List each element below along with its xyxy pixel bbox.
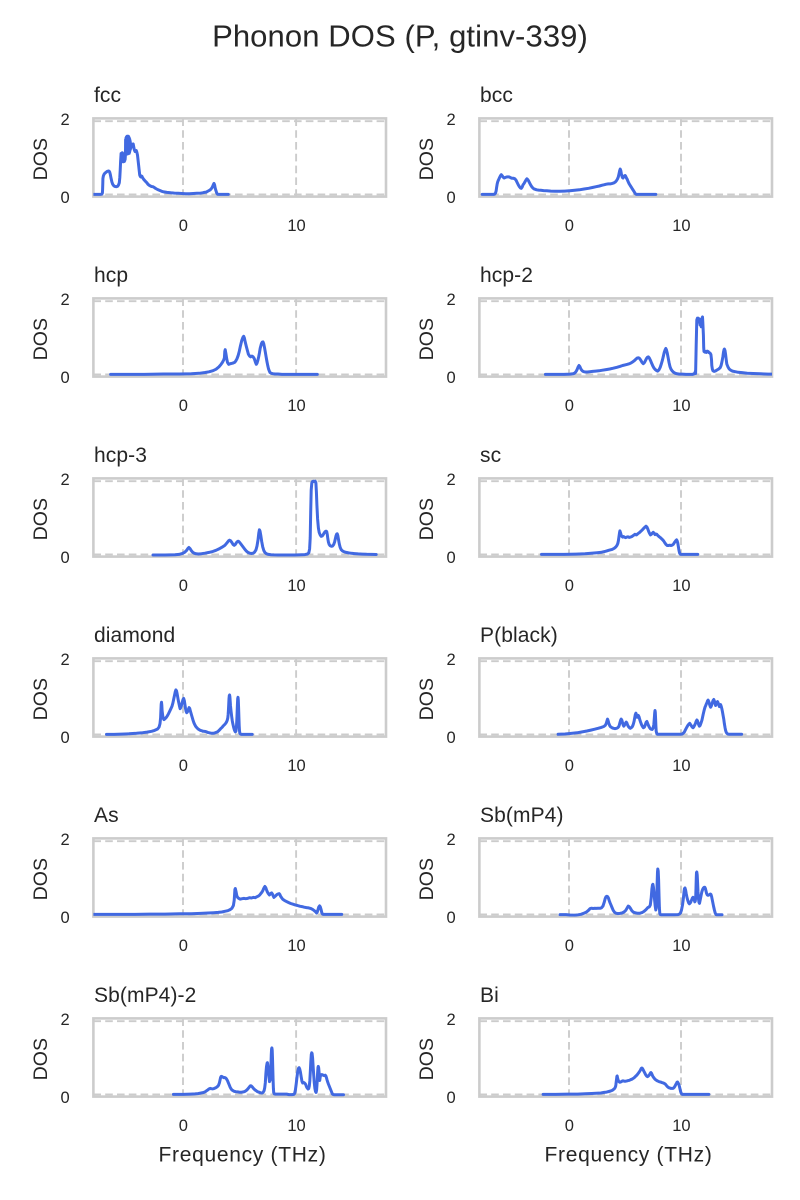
svg-text:0: 0 — [179, 577, 188, 595]
svg-text:10: 10 — [287, 1117, 305, 1135]
svg-text:Sb(mP4)-2: Sb(mP4)-2 — [94, 984, 196, 1007]
svg-text:0: 0 — [179, 757, 188, 775]
svg-text:2: 2 — [447, 471, 456, 489]
svg-text:10: 10 — [287, 577, 305, 595]
svg-text:DOS: DOS — [416, 1038, 438, 1080]
svg-text:0: 0 — [179, 937, 188, 955]
svg-text:0: 0 — [61, 909, 70, 927]
svg-text:DOS: DOS — [416, 318, 438, 360]
svg-text:0: 0 — [565, 937, 574, 955]
svg-text:DOS: DOS — [30, 318, 52, 360]
svg-text:Phonon DOS (P, gtinv-339): Phonon DOS (P, gtinv-339) — [212, 19, 588, 54]
svg-text:sc: sc — [480, 444, 501, 467]
svg-text:DOS: DOS — [416, 498, 438, 540]
svg-text:10: 10 — [287, 757, 305, 775]
svg-text:10: 10 — [672, 937, 690, 955]
svg-text:0: 0 — [61, 549, 70, 567]
svg-text:DOS: DOS — [30, 498, 52, 540]
svg-text:10: 10 — [672, 1117, 690, 1135]
svg-text:10: 10 — [672, 397, 690, 415]
svg-text:0: 0 — [447, 729, 456, 747]
svg-text:fcc: fcc — [94, 84, 121, 107]
svg-text:Frequency (THz): Frequency (THz) — [158, 1143, 326, 1166]
svg-text:0: 0 — [179, 397, 188, 415]
svg-text:0: 0 — [447, 369, 456, 387]
svg-text:DOS: DOS — [416, 678, 438, 720]
svg-text:0: 0 — [565, 577, 574, 595]
svg-text:0: 0 — [61, 729, 70, 747]
svg-text:0: 0 — [565, 1117, 574, 1135]
svg-text:0: 0 — [179, 1117, 188, 1135]
svg-text:10: 10 — [672, 577, 690, 595]
svg-text:DOS: DOS — [416, 138, 438, 180]
svg-text:0: 0 — [447, 1089, 456, 1107]
svg-text:0: 0 — [61, 189, 70, 207]
svg-text:10: 10 — [287, 937, 305, 955]
svg-text:DOS: DOS — [30, 138, 52, 180]
svg-text:2: 2 — [61, 111, 70, 129]
svg-text:0: 0 — [447, 549, 456, 567]
svg-text:DOS: DOS — [30, 678, 52, 720]
svg-text:bcc: bcc — [480, 84, 513, 107]
svg-text:10: 10 — [287, 217, 305, 235]
svg-text:0: 0 — [179, 217, 188, 235]
svg-text:hcp: hcp — [94, 264, 128, 287]
svg-text:0: 0 — [61, 369, 70, 387]
svg-text:hcp-2: hcp-2 — [480, 264, 533, 287]
svg-text:DOS: DOS — [30, 1038, 52, 1080]
svg-text:P(black): P(black) — [480, 624, 558, 647]
svg-text:Sb(mP4): Sb(mP4) — [480, 804, 564, 827]
svg-text:0: 0 — [565, 217, 574, 235]
svg-text:As: As — [94, 804, 119, 827]
svg-text:DOS: DOS — [416, 858, 438, 900]
svg-text:DOS: DOS — [30, 858, 52, 900]
svg-text:2: 2 — [447, 831, 456, 849]
svg-text:2: 2 — [447, 651, 456, 669]
svg-text:2: 2 — [447, 291, 456, 309]
svg-text:hcp-3: hcp-3 — [94, 444, 147, 467]
svg-text:2: 2 — [61, 831, 70, 849]
svg-text:Bi: Bi — [480, 984, 499, 1007]
svg-text:0: 0 — [565, 397, 574, 415]
svg-text:Frequency (THz): Frequency (THz) — [544, 1143, 712, 1166]
svg-text:2: 2 — [61, 1011, 70, 1029]
svg-text:2: 2 — [61, 471, 70, 489]
svg-text:10: 10 — [287, 397, 305, 415]
svg-text:2: 2 — [61, 651, 70, 669]
svg-text:0: 0 — [61, 1089, 70, 1107]
svg-text:2: 2 — [447, 1011, 456, 1029]
svg-text:diamond: diamond — [94, 624, 175, 647]
svg-text:10: 10 — [672, 217, 690, 235]
svg-text:0: 0 — [447, 909, 456, 927]
svg-text:2: 2 — [61, 291, 70, 309]
svg-text:2: 2 — [447, 111, 456, 129]
svg-text:0: 0 — [565, 757, 574, 775]
svg-text:10: 10 — [672, 757, 690, 775]
svg-text:0: 0 — [447, 189, 456, 207]
